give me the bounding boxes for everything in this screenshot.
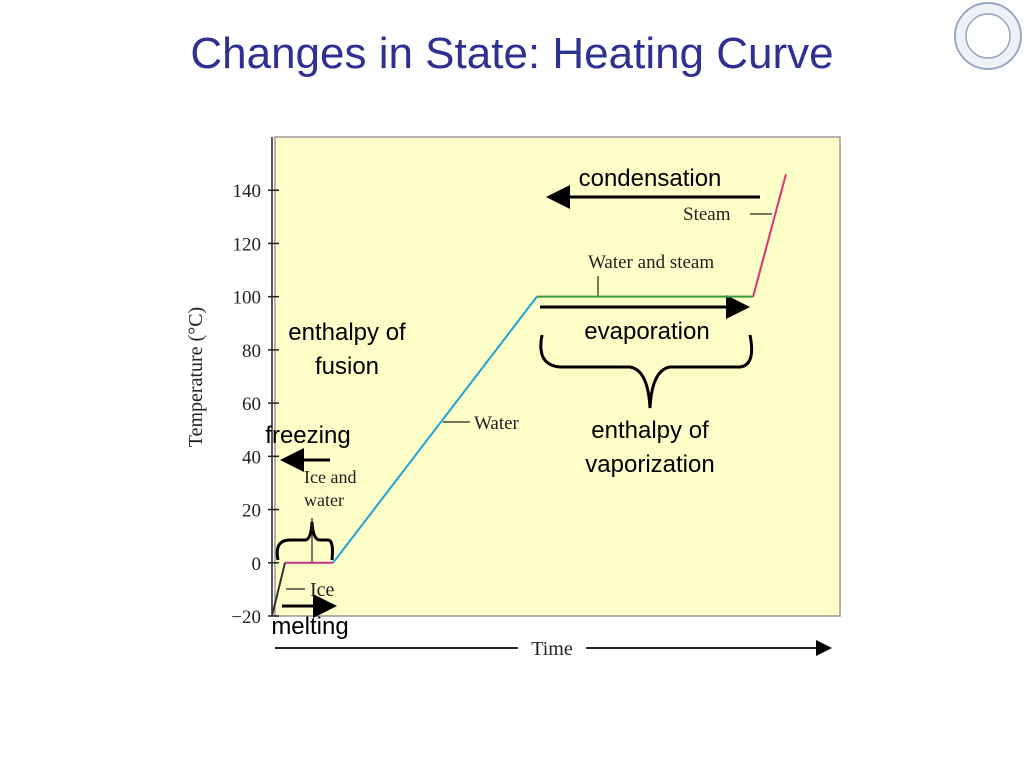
annotation: enthalpy of fusion xyxy=(288,319,406,380)
y-tick-label: 60 xyxy=(242,394,261,415)
series-label: Water and steam xyxy=(588,252,714,273)
y-tick-label: 20 xyxy=(242,501,261,522)
annotation: evaporation xyxy=(584,318,709,345)
y-tick-label: 80 xyxy=(242,341,261,362)
plot-area xyxy=(274,136,841,617)
y-tick-label: 140 xyxy=(233,181,262,202)
title: Changes in State: Heating Curve xyxy=(190,29,833,78)
y-tick-label: 120 xyxy=(233,234,262,255)
series-label: Water xyxy=(474,413,520,434)
series-label: Ice xyxy=(310,579,335,601)
y-tick-label: 100 xyxy=(233,288,262,309)
annotation: enthalpy of vaporization xyxy=(585,417,715,478)
x-axis-label: Time xyxy=(531,638,573,660)
curve-segment xyxy=(752,173,787,297)
curve-segment xyxy=(271,562,286,617)
series-label: Steam xyxy=(683,204,731,225)
y-tick-label: 0 xyxy=(252,554,262,575)
vaporization-brace xyxy=(539,334,754,409)
series-label-box: Ice and water xyxy=(304,467,357,510)
y-tick-label: 40 xyxy=(242,447,261,468)
series-label: Ice and water xyxy=(304,467,357,510)
y-axis-label: Temperature (°C) xyxy=(185,307,207,447)
curve-segment xyxy=(332,296,538,564)
annotation: freezing xyxy=(265,422,350,449)
y-tick-label: −20 xyxy=(231,607,261,628)
logo-inner xyxy=(965,13,1011,59)
annotation: condensation xyxy=(579,165,722,192)
annotation: melting xyxy=(271,613,348,640)
